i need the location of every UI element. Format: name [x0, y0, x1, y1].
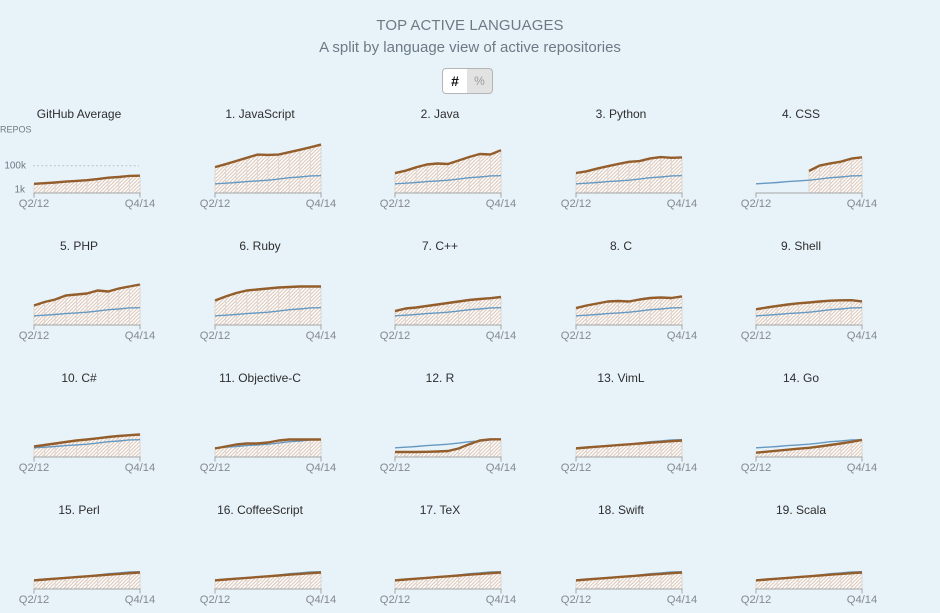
- svg-text:6. Ruby: 6. Ruby: [239, 238, 280, 252]
- svg-text:Q4/14: Q4/14: [125, 330, 155, 342]
- svg-text:Q4/14: Q4/14: [125, 594, 155, 606]
- svg-text:Q4/14: Q4/14: [125, 462, 155, 474]
- svg-text:Q2/12: Q2/12: [380, 462, 410, 474]
- svg-text:Q4/14: Q4/14: [486, 330, 516, 342]
- svg-text:Q4/14: Q4/14: [666, 198, 696, 210]
- svg-text:Q2/12: Q2/12: [741, 462, 771, 474]
- svg-text:Q4/14: Q4/14: [305, 462, 335, 474]
- svg-text:15. Perl: 15. Perl: [58, 502, 99, 516]
- svg-text:Q2/12: Q2/12: [380, 330, 410, 342]
- svg-text:7. C++: 7. C++: [422, 238, 458, 252]
- svg-text:12. R: 12. R: [426, 370, 455, 384]
- svg-text:Q4/14: Q4/14: [666, 462, 696, 474]
- svg-text:13. VimL: 13. VimL: [597, 370, 644, 384]
- svg-text:14. Go: 14. Go: [783, 370, 819, 384]
- svg-text:Q4/14: Q4/14: [486, 594, 516, 606]
- svg-text:REPOS: REPOS: [0, 124, 32, 134]
- svg-text:Q2/12: Q2/12: [741, 594, 771, 606]
- svg-text:11. Objective-C: 11. Objective-C: [219, 370, 301, 384]
- svg-text:100k: 100k: [4, 160, 27, 171]
- svg-text:Q2/12: Q2/12: [199, 462, 229, 474]
- svg-text:Q2/12: Q2/12: [19, 198, 49, 210]
- svg-text:Q2/12: Q2/12: [19, 462, 49, 474]
- svg-text:Q2/12: Q2/12: [741, 330, 771, 342]
- svg-text:Q2/12: Q2/12: [560, 594, 590, 606]
- svg-text:Q2/12: Q2/12: [741, 198, 771, 210]
- svg-text:2. Java: 2. Java: [421, 106, 460, 120]
- svg-text:18. Swift: 18. Swift: [597, 502, 644, 516]
- svg-text:4. CSS: 4. CSS: [782, 106, 820, 120]
- svg-text:Q4/14: Q4/14: [486, 462, 516, 474]
- svg-text:Q2/12: Q2/12: [560, 198, 590, 210]
- svg-text:Q2/12: Q2/12: [380, 594, 410, 606]
- svg-text:Q2/12: Q2/12: [199, 594, 229, 606]
- svg-text:Q2/12: Q2/12: [19, 330, 49, 342]
- svg-text:Q4/14: Q4/14: [666, 594, 696, 606]
- svg-text:3. Python: 3. Python: [595, 106, 646, 120]
- svg-text:Q4/14: Q4/14: [847, 330, 877, 342]
- svg-text:Q4/14: Q4/14: [666, 330, 696, 342]
- svg-text:9. Shell: 9. Shell: [781, 238, 821, 252]
- svg-text:Q4/14: Q4/14: [125, 198, 155, 210]
- svg-text:Q2/12: Q2/12: [380, 198, 410, 210]
- svg-text:10. C#: 10. C#: [61, 370, 97, 384]
- svg-text:Q4/14: Q4/14: [486, 198, 516, 210]
- svg-text:Q4/14: Q4/14: [847, 462, 877, 474]
- svg-text:Q2/12: Q2/12: [199, 198, 229, 210]
- svg-text:19. Scala: 19. Scala: [776, 502, 826, 516]
- svg-text:Q2/12: Q2/12: [199, 330, 229, 342]
- svg-text:Q2/12: Q2/12: [560, 330, 590, 342]
- svg-text:Q4/14: Q4/14: [305, 198, 335, 210]
- svg-text:Q4/14: Q4/14: [305, 594, 335, 606]
- svg-text:Q4/14: Q4/14: [847, 594, 877, 606]
- svg-text:5. PHP: 5. PHP: [60, 238, 98, 252]
- svg-text:Q2/12: Q2/12: [560, 462, 590, 474]
- svg-text:16. CoffeeScript: 16. CoffeeScript: [217, 502, 303, 516]
- svg-text:8. C: 8. C: [609, 238, 631, 252]
- svg-text:1. JavaScript: 1. JavaScript: [225, 106, 295, 120]
- svg-text:GitHub Average: GitHub Average: [37, 106, 122, 120]
- svg-text:1k: 1k: [14, 184, 26, 195]
- svg-text:17. TeX: 17. TeX: [420, 502, 460, 516]
- svg-text:Q4/14: Q4/14: [305, 330, 335, 342]
- svg-text:Q2/12: Q2/12: [19, 594, 49, 606]
- svg-text:Q4/14: Q4/14: [847, 198, 877, 210]
